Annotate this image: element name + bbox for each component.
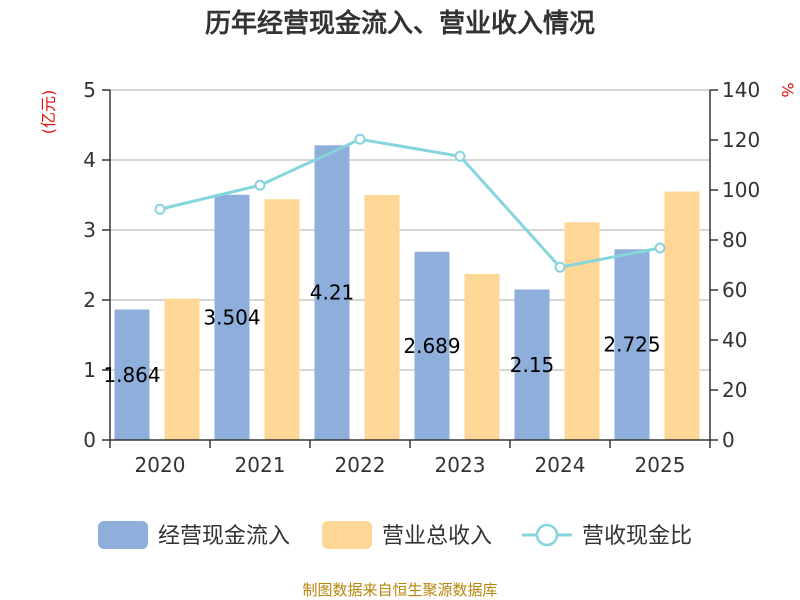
right-tick-label: 40 xyxy=(722,328,747,352)
x-tick-label: 2024 xyxy=(535,453,586,477)
ratio-point xyxy=(554,261,566,273)
left-tick-label: 0 xyxy=(83,428,96,452)
cash-inflow-bar xyxy=(614,249,650,440)
cash-inflow-bar xyxy=(114,309,150,440)
cash-inflow-data-label: 4.21 xyxy=(310,281,355,305)
left-tick-label: 1 xyxy=(83,358,96,382)
ratio-line-path xyxy=(159,137,661,269)
left-tick-label: 2 xyxy=(83,288,96,312)
revenue-bar xyxy=(164,298,200,440)
ratio-point xyxy=(154,203,166,215)
cash-inflow-bar xyxy=(314,145,350,441)
left-axis-unit: (亿元) xyxy=(39,90,58,135)
left-tick-label: 3 xyxy=(83,218,96,242)
legend-swatch-cash-inflow xyxy=(98,521,148,549)
revenue-bar xyxy=(664,191,700,440)
right-tick-label: 20 xyxy=(722,378,747,402)
cash-inflow-data-label: 2.15 xyxy=(510,353,555,377)
cash-inflow-bar xyxy=(414,251,450,440)
cash-inflow-data-label: 1.864 xyxy=(103,363,160,387)
x-tick-label: 2025 xyxy=(635,453,686,477)
right-tick-label: 120 xyxy=(722,128,760,152)
legend-label-ratio: 营收现金比 xyxy=(582,524,692,549)
legend-swatch-revenue xyxy=(322,521,372,549)
cash-inflow-bar xyxy=(214,194,250,440)
cash-inflow-bar xyxy=(514,289,550,440)
revenue-bar xyxy=(364,195,400,440)
revenue-bar xyxy=(564,222,600,440)
source-note: 制图数据来自恒生聚源数据库 xyxy=(302,581,497,599)
legend-label-revenue: 营业总收入 xyxy=(382,524,492,549)
data-labels: 1.864 3.504 4.21 2.689 2.15 2.725 xyxy=(103,281,660,387)
legend-swatch-ratio-marker xyxy=(535,523,559,547)
cash-inflow-data-label: 2.689 xyxy=(403,334,460,358)
right-tick-label: 0 xyxy=(722,428,735,452)
x-tick-label: 2023 xyxy=(435,453,486,477)
left-tick-label: 4 xyxy=(83,148,96,172)
left-tick-label: 5 xyxy=(83,78,96,102)
x-tick-label: 2022 xyxy=(335,453,386,477)
right-axis-unit: % xyxy=(778,82,797,97)
right-tick-label: 140 xyxy=(722,78,760,102)
ratio-line xyxy=(154,133,666,273)
legend-label-cash-inflow: 经营现金流入 xyxy=(158,524,290,549)
ratio-point xyxy=(254,179,266,191)
cash-inflow-data-label: 2.725 xyxy=(603,333,660,357)
right-tick-label: 60 xyxy=(722,278,747,302)
ratio-point xyxy=(454,150,466,162)
ratio-point xyxy=(654,242,666,254)
gridlines xyxy=(110,89,710,371)
x-tick-label: 2020 xyxy=(135,453,186,477)
cash-inflow-data-label: 3.504 xyxy=(203,305,260,329)
right-tick-label: 80 xyxy=(722,228,747,252)
legend: 经营现金流入 营业总收入 营收现金比 xyxy=(98,521,692,549)
axes: 0 1 2 3 4 5 0 20 40 60 80 100 120 140 2020 2021 2022 2023… xyxy=(83,78,760,477)
chart-title: 历年经营现金流入、营业收入情况 xyxy=(205,8,595,39)
revenue-bar xyxy=(264,199,300,440)
ratio-point xyxy=(354,133,366,145)
x-tick-label: 2021 xyxy=(235,453,286,477)
right-tick-label: 100 xyxy=(722,178,760,202)
bars xyxy=(114,145,700,441)
revenue-bar xyxy=(464,274,500,440)
